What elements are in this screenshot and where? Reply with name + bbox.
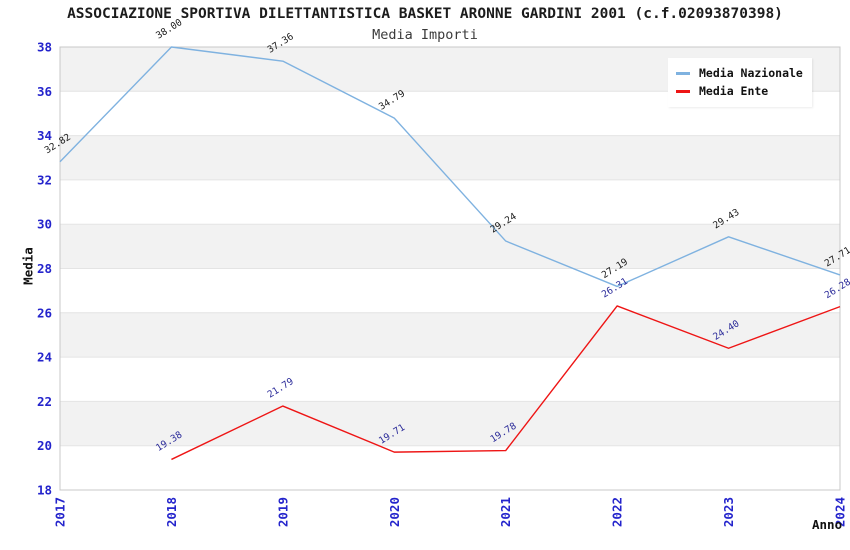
x-tick-label: 2021 xyxy=(498,497,513,527)
y-tick-label: 32 xyxy=(37,172,52,187)
y-tick-label: 18 xyxy=(37,483,52,498)
grid-band xyxy=(60,179,840,225)
legend-label: Media Nazionale xyxy=(699,66,803,80)
x-tick-label: 2022 xyxy=(610,497,625,527)
series-line xyxy=(59,46,841,288)
legend-item: Media Nazionale xyxy=(676,64,804,82)
grid-band xyxy=(60,135,840,180)
x-tick-label: 2018 xyxy=(164,497,179,527)
data-label: 38.00 xyxy=(154,17,184,42)
y-axis-title: Media xyxy=(20,247,36,285)
x-axis-title: Anno xyxy=(812,517,843,532)
legend-label: Media Ente xyxy=(699,84,769,98)
y-tick-label: 28 xyxy=(37,261,52,276)
legend-item: Media Ente xyxy=(676,82,804,100)
plot-border xyxy=(59,46,841,491)
y-tick-label: 34 xyxy=(37,128,52,143)
y-tick-label: 38 xyxy=(37,40,52,55)
y-tick-label: 24 xyxy=(37,350,52,365)
grid-band xyxy=(60,401,840,446)
grid-band xyxy=(60,312,840,358)
x-tick-label: 2020 xyxy=(387,497,402,527)
y-tick-label: 36 xyxy=(37,84,52,99)
grid-band xyxy=(60,224,840,269)
grid-band xyxy=(60,268,840,313)
series-line xyxy=(171,305,841,461)
x-tick-label: 2023 xyxy=(721,497,736,527)
legend-line-swatch xyxy=(676,89,690,93)
grid-band xyxy=(60,357,840,402)
grid-band xyxy=(60,445,840,490)
y-tick-label: 30 xyxy=(37,217,52,232)
y-tick-label: 22 xyxy=(37,394,52,409)
y-tick-label: 20 xyxy=(37,438,52,453)
x-tick-label: 2024 xyxy=(833,497,848,527)
y-tick-label: 26 xyxy=(37,305,52,320)
legend: Media Nazionale Media Ente xyxy=(668,58,812,107)
x-tick-label: 2019 xyxy=(275,497,290,527)
chart-title: ASSOCIAZIONE SPORTIVA DILETTANTISTICA BA… xyxy=(67,6,783,22)
x-tick-label: 2017 xyxy=(53,497,68,527)
chart-subtitle: Media Importi xyxy=(372,27,478,43)
legend-line-swatch xyxy=(676,71,690,75)
